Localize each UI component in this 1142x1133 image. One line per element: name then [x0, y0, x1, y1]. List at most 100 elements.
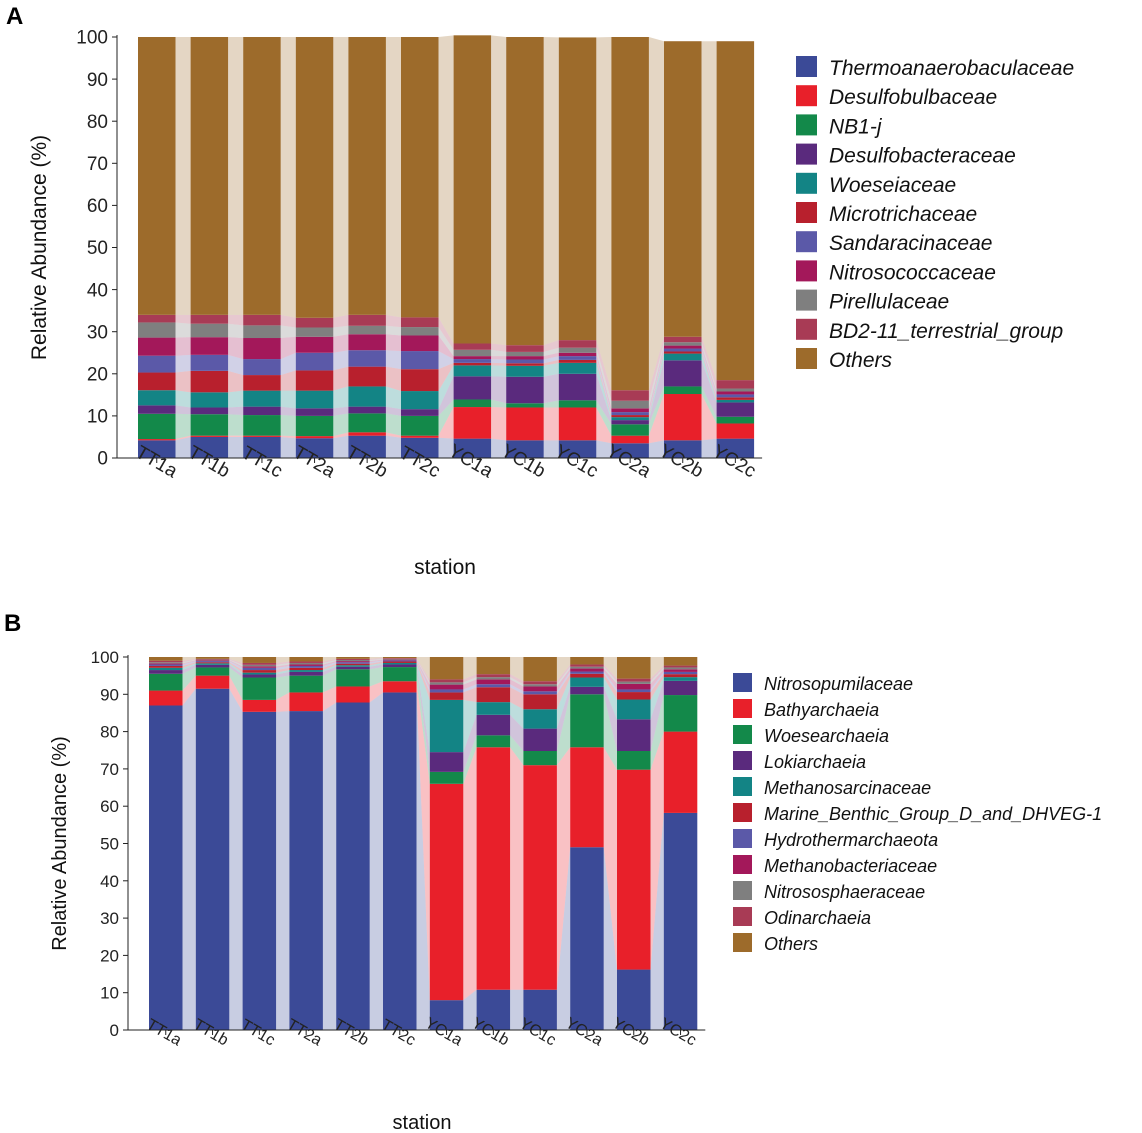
connector-nitrosococcaceae-3 — [280, 336, 296, 360]
connector-woesearchaeia-3 — [276, 675, 290, 700]
connector-nb1-j-5 — [385, 413, 401, 436]
y-axis-title: Relative Abundance (%) — [28, 135, 51, 360]
connector-microtrichaceae-1 — [175, 370, 191, 393]
y-tick-label-30: 30 — [100, 909, 119, 928]
bar-segment-tt1c-woeseiaceae — [243, 390, 281, 407]
bar-segment-tt1a-woesearchaeia — [149, 673, 183, 691]
bar-segment-yc1b-desulfobulbaceae — [506, 407, 544, 441]
connector-sandaracinaceae-6 — [438, 351, 454, 370]
connector-bathyarchaeia-8 — [510, 747, 524, 990]
connector-lokiarchaeia-10 — [603, 686, 617, 751]
connector-nitrosopumilaceae-11 — [650, 812, 664, 1030]
bar-segment-tt1c-nitrososphaeraceae — [242, 664, 277, 667]
bar-segment-tt1b-lokiarchaeia — [195, 664, 230, 668]
connector-desulfobulbaceae-4 — [333, 432, 349, 439]
connector-lokiarchaeia-9 — [556, 686, 571, 751]
legend-swatch-nb1-j — [796, 114, 817, 136]
connector-pirellulaceae-3 — [280, 325, 296, 339]
bar-segment-tt2b-methanobacteriaceae — [336, 661, 370, 663]
connector-marine-benthic-group-d-and-dhveg-1-4 — [322, 663, 337, 671]
connector-bathyarchaeia-1 — [182, 675, 196, 706]
bar-segment-yc1a-hydrothermarchaeota — [429, 689, 464, 693]
bar-segment-tt1b-nb1-j — [190, 414, 229, 436]
bar-segment-tt2a-woeseiaceae — [295, 390, 334, 409]
connector-lokiarchaeia-8 — [510, 714, 524, 751]
bar-segment-tt2a-lokiarchaeia — [289, 671, 323, 676]
bar-segment-yc1c-nb1-j — [558, 400, 597, 408]
bar-segment-tt1c-odinarchaeia — [242, 662, 277, 665]
bar-segment-yc1c-woesearchaeia — [523, 750, 557, 766]
connector-sandaracinaceae-3 — [280, 352, 296, 376]
connector-pirellulaceae-7 — [491, 349, 507, 357]
legend-label-nitrososphaeraceae: Nitrososphaeraceae — [764, 882, 925, 902]
bar-segment-tt1b-odinarchaeia — [195, 658, 230, 660]
bar-segment-yc2b-nitrosopumilaceae — [617, 969, 651, 1030]
bar-segment-tt1b-microtrichaceae — [190, 370, 229, 393]
bar-segment-yc2a-hydrothermarchaeota — [570, 671, 604, 674]
bar-segment-yc1b-pirellulaceae — [506, 351, 544, 357]
connector-marine-benthic-group-d-and-dhveg-1-7 — [463, 687, 477, 703]
connector-microtrichaceae-4 — [333, 366, 349, 391]
bar-segment-yc1b-woesearchaeia — [476, 735, 511, 748]
connector-sandaracinaceae-11 — [701, 348, 717, 398]
bar-segment-yc1c-nitrosococcaceae — [558, 352, 597, 357]
bar-segment-tt1a-microtrichaceae — [138, 372, 176, 391]
connector-nitrososphaeraceae-5 — [369, 658, 383, 662]
bar-segment-tt1b-nitrosococcaceae — [190, 337, 229, 355]
connector-others-2 — [228, 37, 244, 315]
bar-segment-yc2a-methanosarcinaceae — [570, 677, 604, 687]
bar-segment-tt1b-pirellulaceae — [190, 323, 229, 338]
bar-segment-yc2a-microtrichaceae — [611, 415, 649, 418]
bar-segment-tt2a-pirellulaceae — [295, 327, 334, 337]
connector-others-8 — [543, 37, 559, 346]
bar-segment-yc1a-desulfobacteraceae — [453, 376, 492, 400]
connector-others-6 — [416, 657, 430, 680]
bar-segment-yc2a-woeseiaceae — [611, 417, 649, 421]
bar-segment-tt2a-odinarchaeia — [289, 661, 323, 663]
connector-bd2-11-terrestrial-group-2 — [228, 314, 244, 326]
connector-woeseiaceae-6 — [438, 365, 454, 410]
bar-segment-yc1c-desulfobulbaceae — [558, 407, 597, 441]
connector-nb1-j-9 — [596, 400, 612, 436]
legend-swatch-nitrososphaeraceae — [733, 881, 752, 900]
connector-thermoanaerobaculaceae-7 — [491, 438, 507, 458]
connector-sandaracinaceae-1 — [175, 354, 191, 373]
bar-segment-tt2c-methanosarcinaceae — [383, 662, 417, 665]
connector-methanobacteriaceae-10 — [603, 668, 617, 690]
legend-swatch-methanobacteriaceae — [733, 855, 752, 874]
bar-segment-tt1b-bathyarchaeia — [195, 675, 230, 689]
connector-methanosarcinaceae-10 — [603, 677, 617, 720]
bar-segment-tt1a-thermoanaerobaculaceae — [138, 440, 176, 458]
connector-others-10 — [603, 657, 617, 679]
connector-methanosarcinaceae-8 — [510, 702, 524, 729]
bar-segment-yc1b-nb1-j — [506, 403, 544, 408]
connector-methanosarcinaceae-7 — [463, 699, 477, 753]
connector-others-3 — [280, 37, 296, 318]
bar-segment-yc1b-microtrichaceae — [506, 363, 544, 366]
connector-methanobacteriaceae-6 — [416, 659, 430, 690]
bar-segment-yc2a-thermoanaerobaculaceae — [611, 443, 649, 458]
bar-segment-yc2c-nitrososphaeraceae — [663, 667, 698, 670]
connector-methanobacteriaceae-8 — [510, 679, 524, 692]
bar-segment-tt2a-desulfobacteraceae — [295, 408, 334, 416]
y-tick-label-0: 0 — [110, 1021, 119, 1040]
bar-segment-tt1b-hydrothermarchaeota — [195, 661, 230, 663]
connector-nitrosopumilaceae-9 — [556, 847, 571, 1030]
bar-segment-yc1b-sandaracinaceae — [506, 359, 544, 364]
legend-swatch-thermoanaerobaculaceae — [796, 56, 817, 77]
bar-segment-yc1b-methanobacteriaceae — [476, 679, 511, 685]
connector-marine-benthic-group-d-and-dhveg-1-1 — [182, 662, 196, 668]
connector-lokiarchaeia-7 — [463, 714, 477, 772]
bar-segment-tt2a-nitrososphaeraceae — [289, 662, 323, 665]
bar-segment-tt1c-lokiarchaeia — [242, 674, 277, 678]
bar-segment-tt1b-nitrosopumilaceae — [195, 688, 230, 1030]
y-tick-label-10: 10 — [87, 407, 108, 428]
connector-methanobacteriaceae-11 — [650, 669, 664, 690]
connector-methanosarcinaceae-3 — [276, 670, 290, 675]
connector-odinarchaeia-6 — [416, 658, 430, 683]
bar-segment-yc2b-others — [664, 41, 702, 337]
connector-woeseiaceae-9 — [596, 362, 612, 421]
bar-segment-tt2a-others — [289, 657, 323, 662]
bar-segment-yc1c-nitrososphaeraceae — [523, 684, 557, 687]
connector-others-2 — [229, 657, 243, 663]
